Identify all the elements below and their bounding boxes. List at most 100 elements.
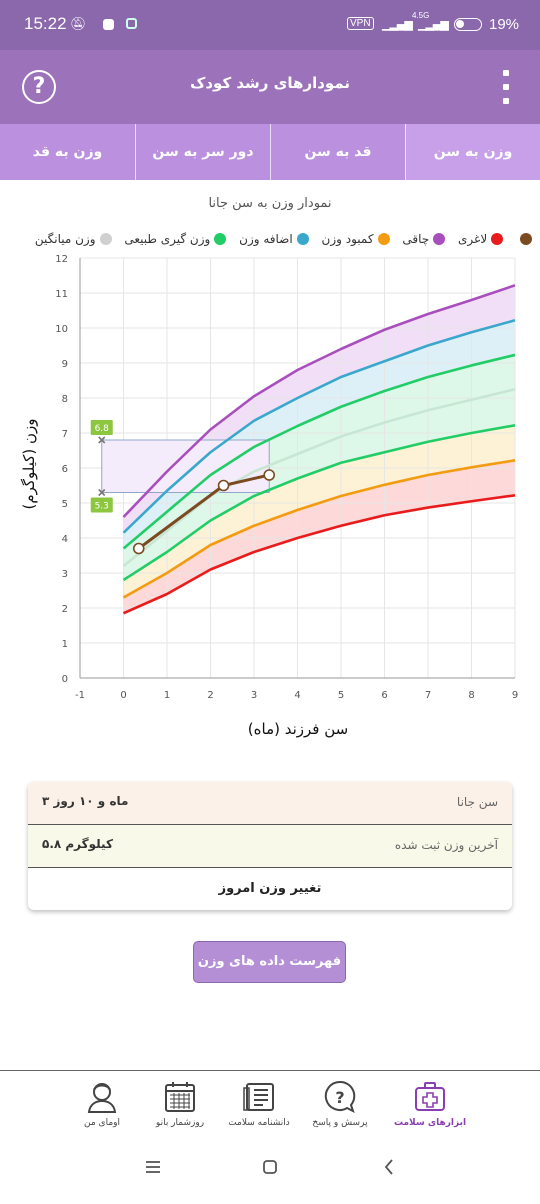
nav-my-profile[interactable]: اومای من [62,1079,142,1128]
vpn-badge: VPN [347,17,374,30]
curve-4 [122,353,516,550]
range-marker-x-icon [98,436,106,444]
curve-5 [122,319,516,534]
tab-head-for-age[interactable]: دور سر به سن [135,124,270,180]
legend-label: وزن میانگین [34,232,96,246]
legend-item-normal[interactable]: وزن گیری طبیعی [124,232,227,246]
signal-icon-2: ▁▂▄▆ [418,18,449,31]
range-marker-badge [90,497,113,513]
nav-label: روزشمار بانو [155,1118,205,1128]
tab-height-for-age[interactable]: قد به سن [270,124,405,180]
range-marker-badge [90,420,113,435]
legend-label: لاغری [458,232,488,246]
curve-1 [122,459,516,599]
battery-icon [454,18,482,31]
tab-weight-for-height[interactable]: وزن به قد [32,144,103,160]
y-axis-label: وزن (کیلوگرم) [20,418,38,509]
chart-tabs: وزن به سن قد به سن دور سر به سن وزن به ق… [0,124,540,180]
curve-3 [122,387,516,568]
weight-list-button[interactable]: فهرست داده های وزن جانا [193,941,346,1009]
range-rectangle [101,439,270,493]
x-tick-label: 3 [251,690,257,701]
calendar-icon [165,1082,195,1112]
nav-calendar[interactable]: روزشمار بانو [140,1079,220,1128]
tab-weight-for-age[interactable]: وزن به سن [405,124,540,180]
chart-band [123,460,515,614]
nav-health-tools[interactable]: ابزارهای سلامت [390,1079,470,1128]
x-tick-label: 7 [425,690,431,701]
chart-grid [79,257,516,679]
child-weight-point[interactable] [263,469,276,481]
nav-label: دانشنامه سلامت [228,1118,290,1128]
medical-kit-icon [415,1082,445,1111]
legend-dot [377,233,390,245]
nav-questions[interactable]: ? پرسش و پاسخ [300,1079,380,1128]
book-icon [243,1083,274,1111]
age-value: ۳ ماه و ۱۰ روز [42,794,129,808]
y-tick-label: 2 [62,604,68,615]
legend-item-average[interactable]: وزن میانگین [35,232,112,246]
child-weight-point[interactable] [217,479,230,492]
system-navigation [0,1140,540,1200]
x-tick-label: 1 [164,690,170,701]
y-tick-label: 8 [62,394,68,405]
mute-icon: 🔕︎ [70,17,87,32]
back-icon[interactable] [384,1159,393,1175]
chart-band [123,285,515,533]
legend-item-obese[interactable]: چاقی [402,232,446,246]
x-tick-label: 6 [381,690,387,701]
weight-value: ۵.۸ کیلوگرم [42,837,113,851]
signal-icon: ▁▂▄▆ [382,18,413,31]
x-tick-label: 2 [207,690,213,701]
curve-2 [122,424,516,582]
child-weight-point[interactable] [132,542,145,555]
legend-dot [520,233,532,245]
legend-item-overweight[interactable]: اضافه وزن [239,232,309,246]
y-tick-label: 10 [55,324,68,335]
legend-dot [99,233,112,245]
chart-title: نمودار وزن به سن جانا [208,196,332,211]
recent-apps-icon[interactable] [146,1161,160,1173]
svg-text:?: ? [335,1088,344,1107]
change-weight-button[interactable]: تغییر وزن امروز [218,881,322,896]
child-weight-line [132,469,276,555]
status-bar: 15:22 🔕︎ VPN ▁▂▄▆ 4.5G ▁▂▄▆ 19% [0,0,540,50]
x-tick-label: 4 [294,690,300,701]
chart-legend: لاغری چاقی کمبود وزن اضافه وزن وزن گیری … [8,232,532,250]
y-tick-label: 12 [55,254,68,265]
legend-dot [433,233,446,245]
chart-band [123,320,515,549]
status-time: 15:22 [24,14,67,33]
weight-label: آخرین وزن ثبت شده [394,838,498,852]
x-axis-label: سن فرزند (ماه) [248,720,348,738]
legend-item-child [516,232,532,246]
app-bar: ? نمودارهای رشد کودک [0,50,540,124]
legend-item-underweight-severe[interactable]: لاغری [458,232,504,246]
nav-encyclopedia[interactable]: دانشنامه سلامت [219,1079,299,1128]
nav-label: ابزارهای سلامت [393,1118,467,1128]
legend-label: اضافه وزن [239,232,293,246]
system-nav-buttons [146,1159,393,1175]
chart-lines [122,284,516,615]
nav-label: پرسش و پاسخ [312,1118,368,1128]
more-menu-icon[interactable] [500,70,512,104]
home-icon[interactable] [263,1160,277,1174]
chart-band [123,354,515,566]
legend-item-underweight[interactable]: کمبود وزن [322,232,390,246]
age-row: سن جانا ۳ ماه و ۱۰ روز [28,782,512,825]
curve-6 [122,284,516,518]
help-button[interactable]: ? [22,70,56,104]
range-marker-x-icon [98,488,106,497]
legend-label: چاقی [402,232,430,246]
y-tick-label: 5 [62,499,68,510]
y-tick-label: 11 [55,289,68,300]
x-tick-label: -1 [75,690,85,701]
x-tick-label: 0 [120,690,126,701]
y-tick-label: 4 [62,534,68,545]
legend-label: کمبود وزن [321,232,374,246]
child-info-card: سن جانا ۳ ماه و ۱۰ روز آخرین وزن ثبت شده… [28,782,512,910]
weight-row: آخرین وزن ثبت شده ۵.۸ کیلوگرم [28,825,512,868]
y-tick-label: 7 [62,429,68,440]
